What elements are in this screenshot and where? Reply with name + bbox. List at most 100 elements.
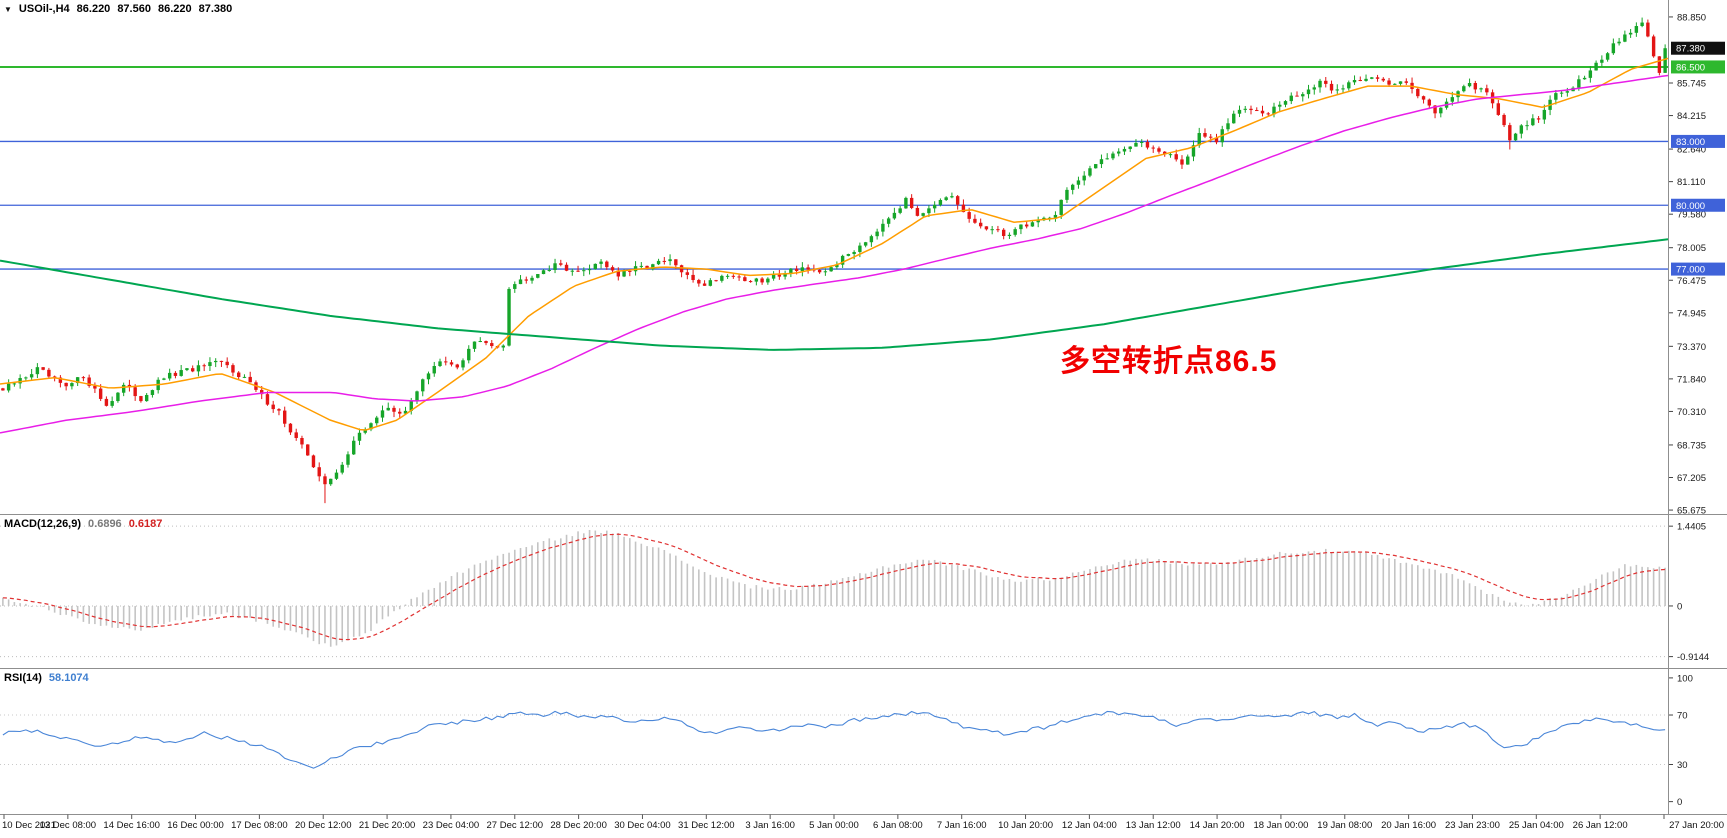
candle-body	[553, 263, 557, 270]
candle-body	[231, 365, 235, 373]
rsi-tick-label: 100	[1677, 673, 1693, 684]
candle-body	[294, 432, 298, 438]
candle-body	[1197, 133, 1201, 146]
candle-body	[1105, 158, 1109, 160]
ma-fast-orange-line	[0, 57, 1669, 431]
candle-body	[898, 208, 902, 213]
candle-body	[426, 373, 431, 380]
candle-body	[950, 196, 954, 198]
ohlc-high: 87.560	[117, 3, 151, 15]
candle-body	[41, 367, 45, 370]
candle-body	[1565, 91, 1570, 93]
time-label: 18 Jan 00:00	[1253, 820, 1308, 831]
candle-body	[490, 343, 494, 347]
candle-body	[70, 383, 74, 387]
candle-body	[645, 265, 649, 270]
candle-body	[1370, 77, 1374, 79]
candle-body	[409, 401, 413, 411]
candle-body	[18, 378, 22, 384]
chevron-down-icon[interactable]: ▼	[4, 4, 12, 14]
price-tick-label: 78.005	[1677, 243, 1706, 254]
time-label: 31 Dec 12:00	[678, 820, 735, 831]
candle-body	[766, 278, 770, 283]
candle-body	[283, 410, 287, 424]
candle-body	[12, 383, 17, 385]
candle-body	[1214, 137, 1219, 143]
candle-body	[1663, 48, 1667, 73]
candle-body	[1065, 189, 1069, 200]
rsi-indicator-label: RSI(14) 58.1074	[4, 672, 89, 684]
time-label: 10 Jan 20:00	[998, 820, 1053, 831]
ohlc-header: ▼ USOil-,H4 86.220 87.560 86.220 87.380	[4, 3, 232, 15]
candle-body	[75, 377, 80, 384]
candle-body	[242, 376, 247, 378]
candle-body	[1335, 89, 1339, 91]
candle-body	[1301, 94, 1305, 97]
candle-body	[167, 372, 172, 379]
candle-body	[363, 429, 367, 433]
candle-body	[196, 365, 201, 372]
candle-body	[1450, 97, 1455, 102]
price-tick-label: 74.945	[1677, 308, 1706, 319]
candle-body	[1145, 141, 1150, 148]
time-label: 27 Dec 12:00	[487, 820, 544, 831]
candle-body	[1232, 113, 1236, 124]
candle-body	[1657, 56, 1662, 73]
time-label: 14 Dec 16:00	[103, 820, 160, 831]
candle-body	[98, 388, 103, 399]
price-tick-label: 85.745	[1677, 79, 1706, 90]
candle-body	[150, 390, 155, 395]
candle-body	[1289, 95, 1293, 102]
candle-body	[1278, 104, 1282, 107]
candle-body	[1088, 168, 1092, 176]
candle-body	[944, 197, 948, 200]
candle-body	[628, 270, 632, 272]
candle-body	[1266, 113, 1270, 115]
horizontal-level-lines[interactable]	[0, 65, 1668, 270]
candle-body	[518, 279, 523, 285]
candle-body	[386, 407, 390, 411]
candle-body	[438, 361, 442, 366]
candle-body	[1525, 125, 1529, 127]
candle-body	[467, 348, 471, 361]
time-label: 14 Jan 20:00	[1190, 820, 1245, 831]
candle-body	[904, 197, 908, 209]
candle-body	[415, 391, 419, 402]
rsi-tick-label: 30	[1677, 760, 1688, 771]
candle-body	[823, 271, 828, 273]
candle-body	[990, 229, 994, 231]
candle-body	[472, 341, 477, 349]
candle-body	[754, 278, 759, 282]
candle-body	[449, 362, 454, 365]
candle-body	[1007, 234, 1012, 236]
candle-body	[1611, 43, 1616, 54]
candle-body	[1140, 141, 1144, 143]
candle-body	[265, 394, 270, 405]
candle-body	[1352, 80, 1357, 83]
candle-body	[1312, 87, 1316, 90]
rsi-tick-label: 0	[1677, 797, 1682, 808]
candle-body	[24, 377, 28, 379]
candle-body	[714, 280, 718, 282]
candle-body	[1168, 154, 1173, 156]
candle-body	[973, 218, 977, 223]
candle-body	[869, 236, 874, 243]
candle-body	[886, 218, 891, 224]
candle-body	[1473, 83, 1478, 90]
candle-body	[1295, 95, 1299, 97]
candle-body	[121, 384, 126, 393]
candle-body	[599, 261, 603, 264]
candle-body	[1387, 80, 1391, 85]
candle-body	[173, 372, 178, 376]
candle-body	[1186, 156, 1190, 165]
candle-body	[524, 279, 528, 281]
candle-body	[702, 283, 707, 286]
candle-body	[651, 264, 655, 270]
candle-body	[133, 387, 137, 397]
candle-body	[1272, 106, 1276, 115]
candle-body	[478, 340, 482, 342]
macd-name: MACD(12,26,9)	[4, 518, 82, 530]
time-label: 27 Jan 20:00	[1669, 820, 1724, 831]
